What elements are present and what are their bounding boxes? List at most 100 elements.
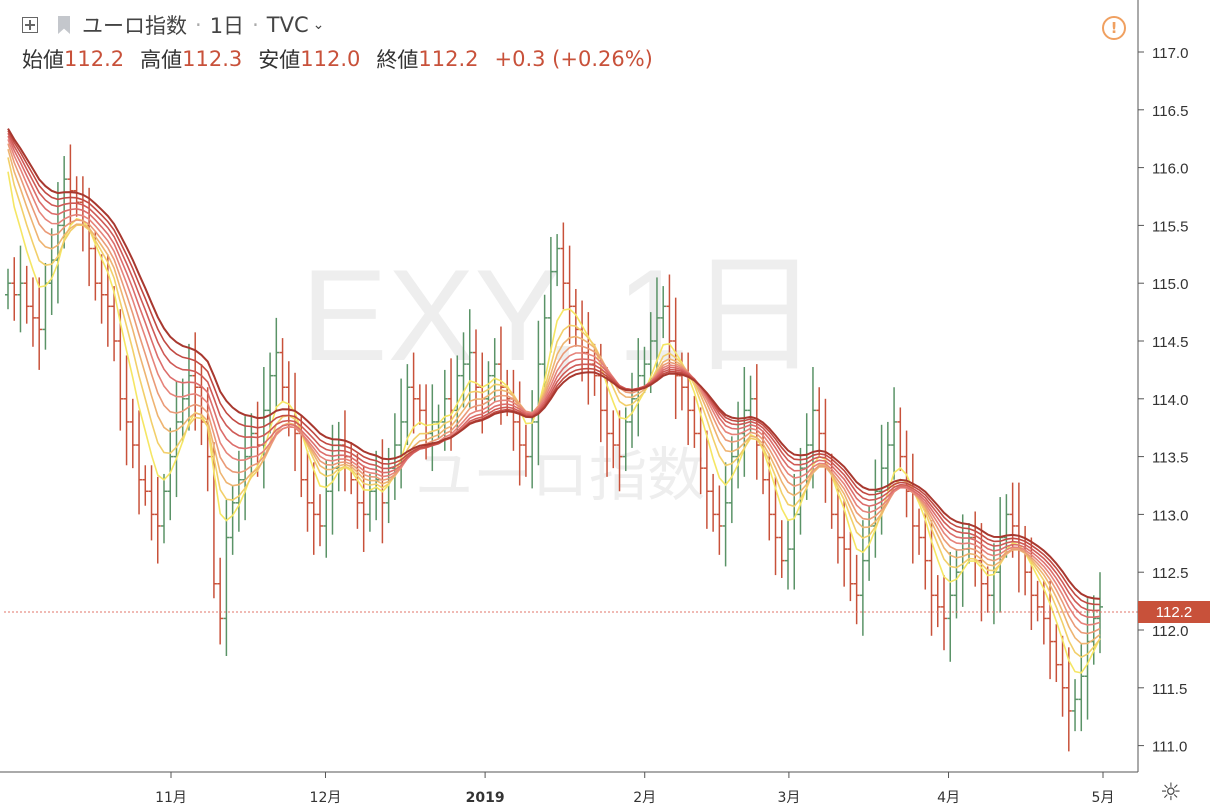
ohlc-bar bbox=[279, 338, 286, 402]
time-tick-label: 3月 bbox=[777, 790, 800, 806]
close-value: 112.2 bbox=[418, 47, 479, 71]
ohlc-bar bbox=[1034, 580, 1041, 622]
ohlc-bar bbox=[360, 465, 367, 552]
chevron-down-icon[interactable]: ⌄ bbox=[312, 17, 325, 33]
ohlc-bar bbox=[129, 398, 136, 469]
ohlc-bar bbox=[841, 499, 848, 587]
ohlc-bar bbox=[735, 401, 742, 489]
low-label: 安値 bbox=[258, 48, 301, 72]
ohlc-row: 始値 112.2 高値 112.3 安値 112.0 終値 112.2 +0.3… bbox=[22, 44, 653, 74]
open-value: 112.2 bbox=[64, 47, 125, 71]
ohlc-bar bbox=[647, 312, 654, 394]
ohlc-bar bbox=[410, 352, 417, 434]
ohlc-bar bbox=[953, 549, 960, 619]
ohlc-bar bbox=[142, 465, 149, 506]
price-tick-label: 116.5 bbox=[1152, 103, 1188, 120]
price-tick-label: 111.5 bbox=[1152, 681, 1187, 698]
ohlc-bar bbox=[947, 551, 954, 662]
ma-line bbox=[7, 139, 1101, 626]
ohlc-bar bbox=[104, 254, 111, 347]
last-price-tag-text: 112.2 bbox=[1156, 604, 1192, 621]
time-tick-label: 12月 bbox=[310, 790, 342, 806]
gear-icon[interactable]: ☼ bbox=[1160, 778, 1182, 806]
ohlc-bar bbox=[335, 421, 342, 492]
ohlc-bar bbox=[1040, 580, 1047, 645]
price-tick-label: 115.5 bbox=[1152, 218, 1188, 235]
expand-icon[interactable] bbox=[22, 17, 38, 33]
ohlc-bar bbox=[98, 254, 105, 324]
ohlc-bar bbox=[560, 222, 567, 310]
price-tick-label: 116.0 bbox=[1152, 161, 1188, 178]
ohlc-bar bbox=[473, 329, 479, 411]
ohlc-bar bbox=[897, 407, 904, 472]
ohlc-bar bbox=[772, 476, 779, 576]
last-price-tag bbox=[1138, 601, 1210, 623]
time-tick-label: 2019 bbox=[466, 790, 505, 806]
ohlc-bar bbox=[522, 424, 529, 477]
symbol-row: ユーロ指数 · 1日 · TVC ⌄ bbox=[22, 10, 324, 40]
ohlc-bar bbox=[404, 364, 411, 446]
ohlc-bar bbox=[1072, 679, 1079, 732]
ohlc-bar bbox=[1053, 624, 1060, 683]
ohlc-bar bbox=[466, 309, 473, 408]
ohlc-bar bbox=[154, 476, 161, 564]
ma-line bbox=[7, 135, 1101, 619]
interval[interactable]: 1日 bbox=[209, 14, 245, 38]
ohlc-bar bbox=[1047, 580, 1054, 680]
price-tick-label: 113.0 bbox=[1152, 507, 1188, 524]
time-axis[interactable]: 11月 12月 2019 2月 3月 4月 5月 bbox=[155, 772, 1114, 806]
ohlc-bar bbox=[685, 352, 692, 446]
time-tick-label: 4月 bbox=[937, 790, 960, 806]
ma-line bbox=[7, 130, 1101, 606]
ohlc-bar bbox=[554, 234, 561, 287]
symbol-title[interactable]: ユーロ指数 bbox=[82, 14, 187, 38]
ma-line bbox=[7, 132, 1101, 612]
ohlc-bar bbox=[67, 144, 74, 226]
ohlc-bar bbox=[547, 236, 554, 353]
source[interactable]: TVC bbox=[266, 13, 309, 37]
ohlc-bar bbox=[753, 364, 760, 480]
ohlc-bar bbox=[747, 375, 754, 434]
ohlc-bar bbox=[460, 332, 467, 408]
ohlc-bar bbox=[317, 494, 323, 547]
warning-icon[interactable]: ! bbox=[1102, 16, 1126, 40]
price-tick-label: 114.0 bbox=[1152, 392, 1188, 409]
ma-ribbon bbox=[7, 128, 1101, 674]
ohlc-bar bbox=[535, 320, 542, 466]
ohlc-bar bbox=[398, 378, 405, 489]
price-tick-label: 111.0 bbox=[1152, 739, 1187, 756]
ohlc-bar bbox=[223, 499, 230, 657]
ohlc-bar bbox=[229, 485, 236, 555]
ohlc-bar bbox=[304, 450, 311, 532]
ohlc-bar bbox=[17, 245, 24, 333]
ohlc-bar bbox=[847, 531, 854, 602]
ohlc-bar bbox=[1028, 537, 1035, 630]
ohlc-bar bbox=[36, 277, 43, 370]
ohlc-bar bbox=[267, 352, 274, 434]
ohlc-bar bbox=[660, 286, 667, 339]
ohlc-bar bbox=[653, 277, 660, 382]
ohlc-bar bbox=[891, 387, 898, 480]
ohlc-bar bbox=[5, 268, 11, 310]
ohlc-bar bbox=[629, 372, 635, 448]
time-tick-label: 2月 bbox=[633, 790, 656, 806]
ohlc-bar bbox=[610, 410, 617, 469]
ohlc-bar bbox=[373, 450, 380, 521]
ohlc-bar bbox=[429, 384, 436, 472]
ohlc-bar bbox=[273, 317, 280, 411]
ohlc-bar bbox=[173, 381, 180, 498]
ohlc-bar bbox=[310, 462, 317, 555]
ohlc-bar bbox=[73, 176, 80, 217]
high-label: 高値 bbox=[140, 48, 183, 72]
price-axis[interactable]: 117.0 116.5 116.0 115.5 115.0 114.5 114.0 113.5… bbox=[1138, 45, 1188, 756]
ohlc-bar bbox=[791, 473, 798, 590]
ohlc-bar bbox=[941, 575, 947, 651]
ohlc-bar bbox=[834, 488, 841, 564]
ohlc-bar bbox=[416, 384, 423, 425]
price-tick-label: 114.5 bbox=[1152, 334, 1188, 351]
ma-line bbox=[7, 128, 1101, 600]
ohlc-bar bbox=[23, 265, 30, 324]
ohlc-bar bbox=[716, 485, 723, 555]
price-tick-label: 112.0 bbox=[1152, 623, 1188, 640]
